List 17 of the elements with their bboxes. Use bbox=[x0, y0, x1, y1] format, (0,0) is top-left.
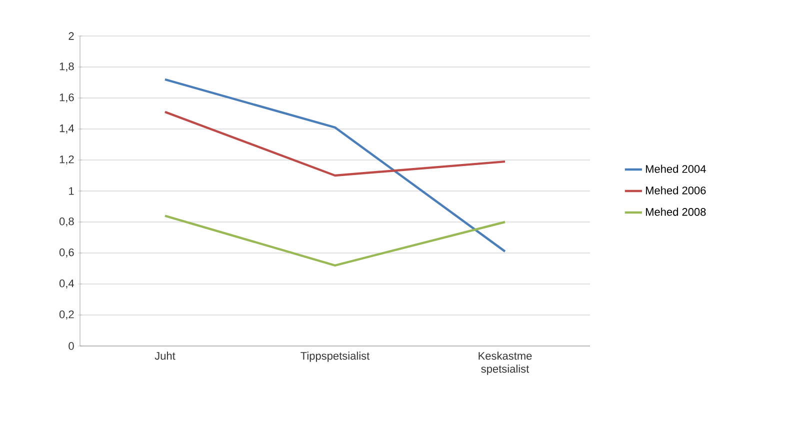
y-tick-label: 1,8 bbox=[60, 62, 74, 72]
y-tick-label: 1,4 bbox=[60, 124, 74, 134]
y-tick-label: 2 bbox=[68, 32, 74, 40]
y-tick-label: 0 bbox=[68, 342, 74, 350]
legend-label: Mehed 2006 bbox=[646, 186, 706, 194]
x-tick-label: Tippspetsialist bbox=[300, 352, 370, 362]
y-tick-label: 0,8 bbox=[59, 217, 74, 227]
x-tick-label: Keskastme spetsialist bbox=[478, 352, 532, 375]
y-tick-label: 0,2 bbox=[59, 310, 74, 320]
y-tick-label: 1 bbox=[69, 187, 74, 195]
y-tick-label: 0,4 bbox=[59, 279, 74, 289]
y-tick-label: 1,2 bbox=[60, 155, 74, 165]
y-tick-label: 1,6 bbox=[60, 93, 74, 103]
legend-label: Mehed 2008 bbox=[646, 208, 706, 216]
legend-label: Mehed 2004 bbox=[646, 164, 706, 173]
y-tick-label: 0,6 bbox=[59, 248, 74, 258]
x-tick-label: Juht bbox=[154, 352, 176, 360]
